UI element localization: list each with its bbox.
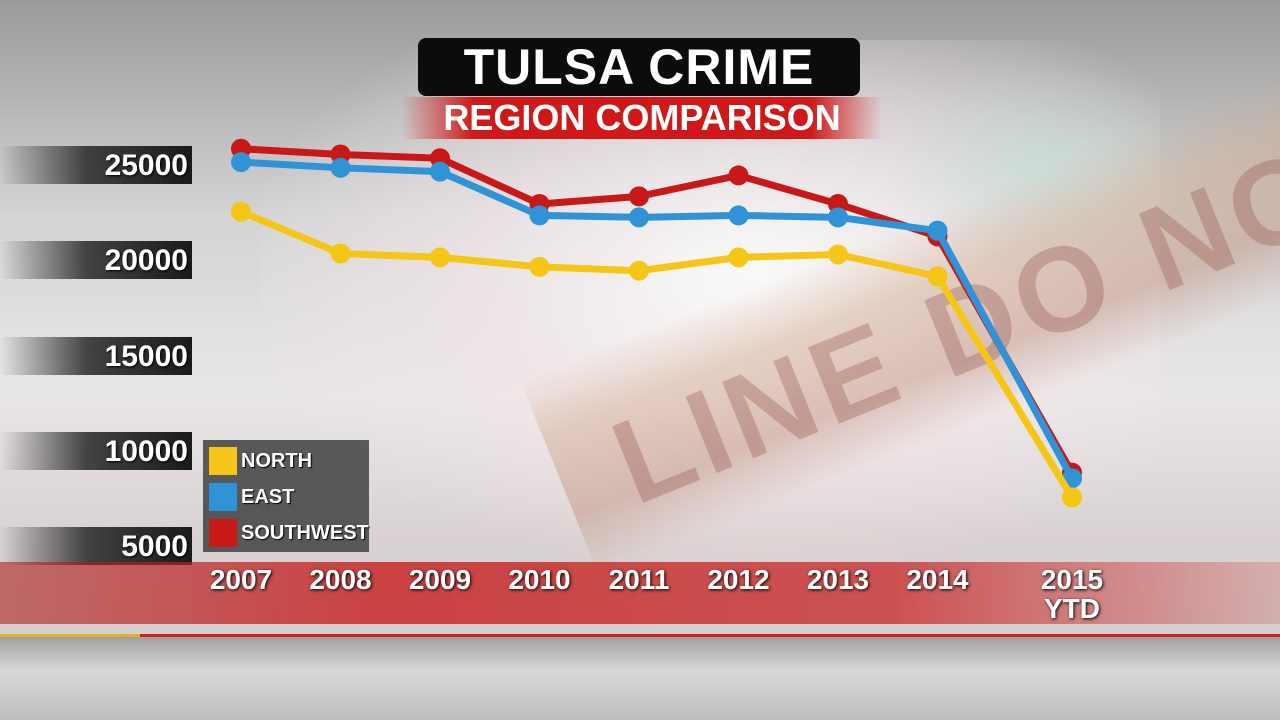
chart-subtitle: REGION COMPARISON <box>443 97 841 138</box>
data-point-east-3 <box>529 205 550 226</box>
legend-item-east: EAST <box>209 482 294 512</box>
data-point-east-0 <box>231 152 251 173</box>
x-tick-label-line1: 2011 <box>608 564 670 595</box>
data-point-east-5 <box>728 205 749 226</box>
x-tick-label: 2008 <box>291 565 391 594</box>
data-point-north-4 <box>629 260 649 281</box>
x-tick-label-line2: YTD <box>1044 593 1100 624</box>
legend-label: EAST <box>241 485 295 508</box>
legend-item-southwest: SOUTHWEST <box>209 518 369 548</box>
bottom-band <box>0 637 1280 720</box>
bottom-accent-line-red <box>140 634 1280 637</box>
y-tick-bar: 20000 <box>0 241 192 280</box>
x-tick-label: 2010 <box>490 565 590 594</box>
data-point-east-4 <box>629 207 649 228</box>
x-tick-label-line1: 2009 <box>408 564 472 595</box>
y-tick-label: 15000 <box>104 339 188 373</box>
data-point-north-0 <box>231 201 251 222</box>
x-tick-label: 2015 YTD <box>1022 565 1122 623</box>
data-point-north-3 <box>529 256 550 277</box>
subtitle-box: REGION COMPARISON <box>402 97 882 139</box>
y-tick-label: 25000 <box>104 149 188 182</box>
data-point-north-5 <box>728 247 749 268</box>
x-tick-label-line1: 2015 <box>1040 564 1104 595</box>
data-point-north-6 <box>828 244 848 265</box>
y-tick-label: 20000 <box>104 244 188 278</box>
data-point-east-1 <box>330 157 351 178</box>
x-tick-label: 2011 <box>589 565 689 594</box>
y-tick-label: 10000 <box>104 434 188 468</box>
x-tick-label: 2012 <box>689 565 789 594</box>
x-tick-label: 2014 <box>888 565 988 594</box>
series-line-east <box>240 158 1076 480</box>
data-point-north-1 <box>330 243 351 264</box>
legend-swatch <box>209 519 237 547</box>
data-point-southwest-4 <box>629 186 649 207</box>
data-point-southwest-5 <box>728 165 749 186</box>
x-tick-label: 2009 <box>390 565 490 594</box>
y-tick-bar: 25000 <box>0 146 192 184</box>
x-tick-label-line1: 2014 <box>906 564 969 595</box>
legend-label: SOUTHWEST <box>241 521 369 544</box>
data-point-north-2 <box>430 247 450 268</box>
data-point-east-6 <box>828 207 848 228</box>
x-tick-label: 2013 <box>788 565 888 594</box>
x-tick-label-line1: 2008 <box>309 564 372 595</box>
x-tick-label-line1: 2012 <box>707 564 770 595</box>
legend-label: NORTH <box>241 449 313 472</box>
chart-title: TULSA CRIME <box>463 39 815 95</box>
legend-item-north: NORTH <box>209 446 312 476</box>
legend-swatch <box>209 447 237 475</box>
bottom-accent-line-gold <box>0 634 140 637</box>
x-tick-label-line1: 2013 <box>806 564 870 595</box>
x-tick-label: 2007 <box>191 565 291 594</box>
chart-legend: NORTH EAST SOUTHWEST <box>203 440 369 552</box>
data-point-east-2 <box>430 161 450 182</box>
legend-swatch <box>209 483 237 511</box>
series-line-southwest <box>240 145 1076 475</box>
data-point-east-7 <box>927 220 948 241</box>
x-tick-label-line1: 2010 <box>508 564 571 595</box>
x-axis-band <box>0 562 1280 624</box>
x-tick-label-line1: 2007 <box>209 564 273 595</box>
title-box: TULSA CRIME <box>418 38 860 96</box>
y-tick-bar: 15000 <box>0 336 192 375</box>
y-tick-label: 5000 <box>121 530 188 563</box>
data-point-north-8 <box>1062 487 1082 508</box>
data-point-north-7 <box>927 266 948 287</box>
y-tick-bar: 5000 <box>0 527 192 565</box>
y-tick-bar: 10000 <box>0 431 192 470</box>
